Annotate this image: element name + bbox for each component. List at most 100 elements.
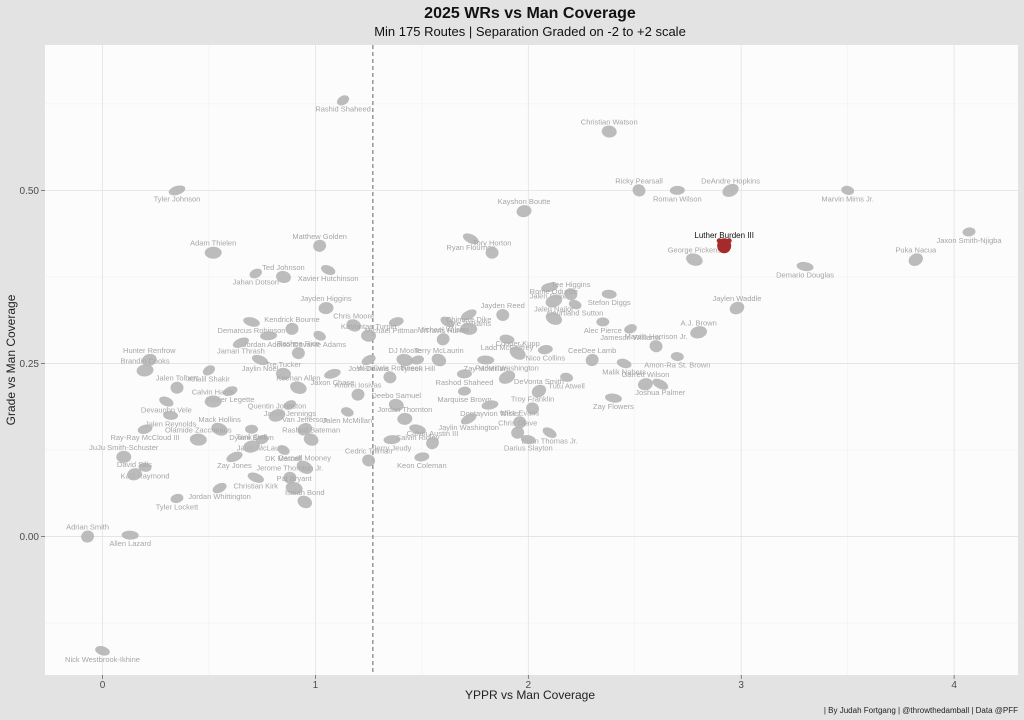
point-label: Michael Pittman Jr. bbox=[365, 326, 428, 335]
data-point bbox=[285, 322, 299, 335]
point-label: Jayden Higgins bbox=[300, 294, 352, 303]
point-label: Keon Coleman bbox=[397, 461, 447, 470]
point-label: Calvin Austin III bbox=[407, 429, 459, 438]
data-point bbox=[462, 233, 479, 245]
data-point bbox=[136, 364, 154, 377]
point-label: Demarcus Robinson bbox=[218, 326, 286, 335]
data-point bbox=[260, 331, 278, 341]
data-point bbox=[283, 400, 297, 410]
point-label: Jaxon Chase bbox=[311, 378, 355, 387]
point-label: Wan'Dale Robinson bbox=[357, 363, 423, 372]
data-point bbox=[212, 482, 227, 494]
data-point bbox=[841, 185, 855, 195]
chart-caption: | By Judah Fortgang | @throwthedamball |… bbox=[824, 706, 1018, 715]
point-label: Brandin Cooks bbox=[120, 356, 169, 365]
data-point bbox=[255, 434, 269, 445]
point-label: Courtland Sutton bbox=[547, 309, 603, 318]
x-tick-label: 1 bbox=[313, 680, 319, 691]
data-point bbox=[601, 289, 617, 299]
point-label: Dontayvion Wicks bbox=[460, 409, 520, 418]
point-label: Ladd McCaffrey bbox=[481, 343, 534, 352]
data-point bbox=[204, 246, 222, 259]
point-label: Davante Adams bbox=[293, 340, 346, 349]
data-point bbox=[601, 125, 617, 138]
point-label: Dyami Brown bbox=[229, 433, 274, 442]
data-point bbox=[962, 227, 976, 237]
point-label: Cedric Tillman bbox=[345, 446, 393, 455]
data-point bbox=[251, 354, 269, 366]
data-point bbox=[116, 450, 132, 463]
data-point bbox=[361, 354, 376, 366]
point-label: Jaylin Washington bbox=[438, 423, 499, 432]
data-point bbox=[440, 316, 455, 328]
point-label: Jaylin Noel bbox=[242, 364, 279, 373]
data-point bbox=[388, 317, 404, 327]
point-label: George Pickens bbox=[668, 246, 722, 255]
data-point bbox=[211, 422, 228, 436]
data-point bbox=[276, 270, 291, 284]
data-point bbox=[796, 261, 814, 272]
x-tick-label: 0 bbox=[100, 680, 106, 691]
y-tick-label: 0.00 bbox=[20, 532, 40, 543]
data-points: Rashid Shaheed Christian Watson Tyler John… bbox=[65, 95, 1002, 664]
point-label: Devaughn Vele bbox=[141, 406, 192, 415]
point-label: Quentin Johnston bbox=[248, 401, 307, 410]
point-label: Jerome Thornton Jr. bbox=[256, 464, 323, 473]
point-label: Khalil Shakir bbox=[188, 374, 230, 383]
point-label: Chris Moore bbox=[333, 311, 374, 320]
data-point bbox=[383, 435, 401, 445]
data-point bbox=[121, 530, 139, 540]
point-label: Ricky Pearsall bbox=[615, 176, 663, 185]
data-point bbox=[243, 440, 260, 453]
point-label: Jordan Addison bbox=[243, 340, 295, 349]
point-label: Tyreek Hill bbox=[400, 364, 435, 373]
point-label: Puka Nacua bbox=[895, 246, 937, 255]
data-point bbox=[340, 407, 354, 417]
point-label: Darnell Mooney bbox=[278, 453, 331, 462]
data-point bbox=[908, 253, 923, 266]
data-point bbox=[722, 183, 739, 197]
data-point bbox=[283, 471, 297, 484]
data-point bbox=[223, 386, 238, 397]
point-label: Jahan Dotson bbox=[233, 277, 279, 286]
data-point bbox=[297, 422, 313, 436]
data-point bbox=[616, 358, 632, 369]
data-point bbox=[499, 334, 515, 344]
data-point bbox=[337, 95, 350, 106]
point-label: Cooper Kupp bbox=[496, 339, 540, 348]
data-point bbox=[652, 378, 669, 390]
point-label: Ted Johnson bbox=[262, 263, 305, 272]
data-point bbox=[542, 427, 557, 439]
data-point bbox=[346, 319, 362, 332]
axes: 0 1 2 3 4 0.00 0.25 0.50 bbox=[20, 186, 958, 691]
data-point bbox=[477, 355, 495, 365]
data-point bbox=[537, 345, 553, 355]
data-point bbox=[163, 410, 179, 420]
data-point bbox=[137, 424, 153, 434]
data-point bbox=[637, 378, 653, 391]
data-point bbox=[409, 424, 426, 435]
point-label: Malik Nabers bbox=[602, 367, 646, 376]
point-label: Joshua Palmer bbox=[635, 388, 686, 397]
point-label: Michael Wilson bbox=[418, 325, 468, 334]
point-label: Alec Pierce bbox=[584, 326, 622, 335]
data-point bbox=[170, 381, 184, 394]
point-label: Kendrick Bourne bbox=[264, 315, 319, 324]
point-label: Terry McLaurin bbox=[414, 346, 464, 355]
point-label: Adrian Smith bbox=[66, 523, 109, 532]
data-point bbox=[605, 393, 622, 403]
point-label: Brian Thomas Jr. bbox=[521, 437, 578, 446]
data-point bbox=[275, 367, 291, 380]
y-axis-label: Grade vs Man Coverage bbox=[4, 294, 18, 425]
point-label: Amon-Ra St. Brown bbox=[644, 361, 710, 370]
y-tick-label: 0.25 bbox=[20, 359, 40, 370]
point-label: Jerry Jeudy bbox=[373, 444, 412, 453]
point-label: Andrei Iosivas bbox=[334, 381, 381, 390]
data-point bbox=[414, 452, 430, 462]
data-point bbox=[568, 299, 582, 310]
data-point bbox=[649, 340, 663, 353]
point-label: Mack Hollins bbox=[198, 415, 241, 424]
x-tick-label: 4 bbox=[951, 680, 957, 691]
data-point bbox=[159, 396, 174, 407]
point-label: Parker Washington bbox=[475, 363, 539, 372]
